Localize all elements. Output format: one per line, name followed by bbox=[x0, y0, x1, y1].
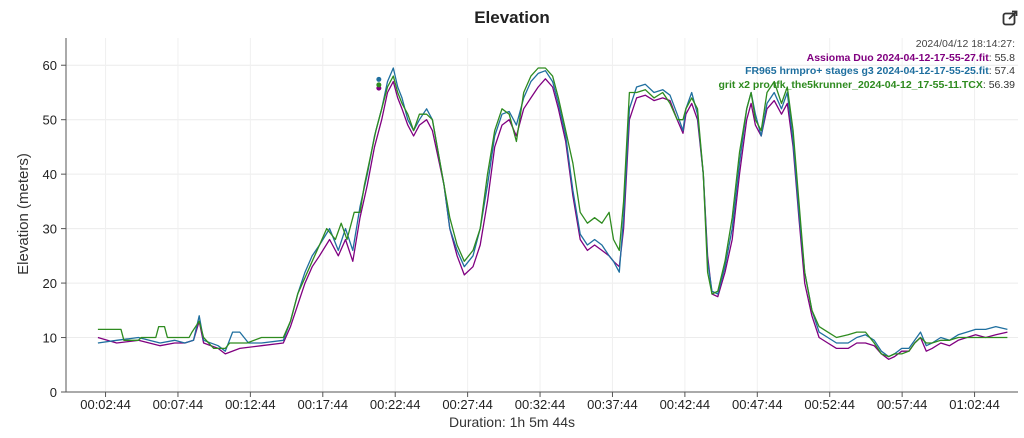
x-tick-label: 00:12:44 bbox=[225, 397, 276, 412]
tooltip-separator: : bbox=[982, 78, 989, 91]
x-axis-title: Duration: 1h 5m 44s bbox=[449, 414, 575, 430]
hover-point bbox=[376, 82, 382, 88]
tooltip-series-name: Assioma Duo 2024-04-12-17-55-27.fit bbox=[806, 51, 989, 64]
x-tick-label: 00:52:44 bbox=[804, 397, 855, 412]
tooltip-separator: : bbox=[988, 51, 995, 64]
series-line bbox=[97, 67, 1008, 358]
tooltip-entry: Assioma Duo 2024-04-12-17-55-27.fit: 55.… bbox=[719, 51, 1015, 66]
x-tick-label: 00:17:44 bbox=[297, 397, 348, 412]
y-tick-label: 50 bbox=[43, 113, 57, 128]
series-lines bbox=[97, 67, 1008, 360]
y-tick-label: 40 bbox=[43, 167, 57, 182]
tooltip-series-name: grit x2 pro tfk_the5krunner_2024-04-12_1… bbox=[718, 78, 983, 91]
tooltip-timestamp: 2024/04/12 18:14:27: bbox=[915, 38, 1015, 50]
x-tick-label: 00:22:44 bbox=[370, 397, 421, 412]
y-tick-label: 10 bbox=[43, 331, 57, 346]
x-tick-label: 00:42:44 bbox=[660, 397, 711, 412]
hover-tooltip: 2024/04/12 18:14:27: Assioma Duo 2024-04… bbox=[719, 38, 1016, 92]
tooltip-entry: grit x2 pro tfk_the5krunner_2024-04-12_1… bbox=[719, 79, 1016, 93]
tooltip-series-name: FR965 hrmpro+ stages g3 2024-04-12-17-55… bbox=[745, 65, 989, 77]
x-tick-labels: 00:02:44 00:07:44 00:12:44 00:17:44 00:22:44… bbox=[80, 397, 1000, 412]
tooltip-entry: FR965 hrmpro+ stages g3 2024-04-12-17-55… bbox=[719, 65, 1015, 79]
tooltip-value: 55.8 bbox=[994, 51, 1015, 64]
x-tick-label: 00:32:44 bbox=[515, 397, 566, 412]
y-tick-labels: 0 10 20 30 40 50 60 bbox=[43, 58, 57, 400]
x-tick-label: 01:02:44 bbox=[949, 397, 1000, 412]
y-axis-title: Elevation (meters) bbox=[15, 153, 32, 275]
x-tick-label: 00:37:44 bbox=[587, 397, 638, 412]
x-tick-label: 00:47:44 bbox=[732, 397, 783, 412]
chart-title: Elevation bbox=[474, 8, 550, 27]
y-tick-label: 60 bbox=[43, 58, 57, 73]
series-line bbox=[97, 67, 1008, 358]
x-tick-label: 00:07:44 bbox=[153, 397, 204, 412]
tooltip-separator: : bbox=[988, 65, 995, 77]
y-tick-label: 20 bbox=[43, 276, 57, 291]
hover-markers bbox=[376, 76, 382, 91]
hover-point bbox=[376, 76, 382, 82]
x-tick-label: 00:02:44 bbox=[80, 397, 131, 412]
series-line bbox=[97, 78, 1008, 360]
x-tick-label: 00:57:44 bbox=[877, 397, 928, 412]
axes bbox=[61, 38, 1018, 397]
tooltip-value: 57.4 bbox=[994, 65, 1015, 77]
export-icon[interactable] bbox=[1002, 10, 1018, 26]
tooltip-value: 56.39 bbox=[988, 78, 1015, 91]
x-tick-label: 00:27:44 bbox=[442, 397, 493, 412]
y-tick-label: 0 bbox=[50, 385, 57, 400]
y-tick-label: 30 bbox=[43, 222, 57, 237]
